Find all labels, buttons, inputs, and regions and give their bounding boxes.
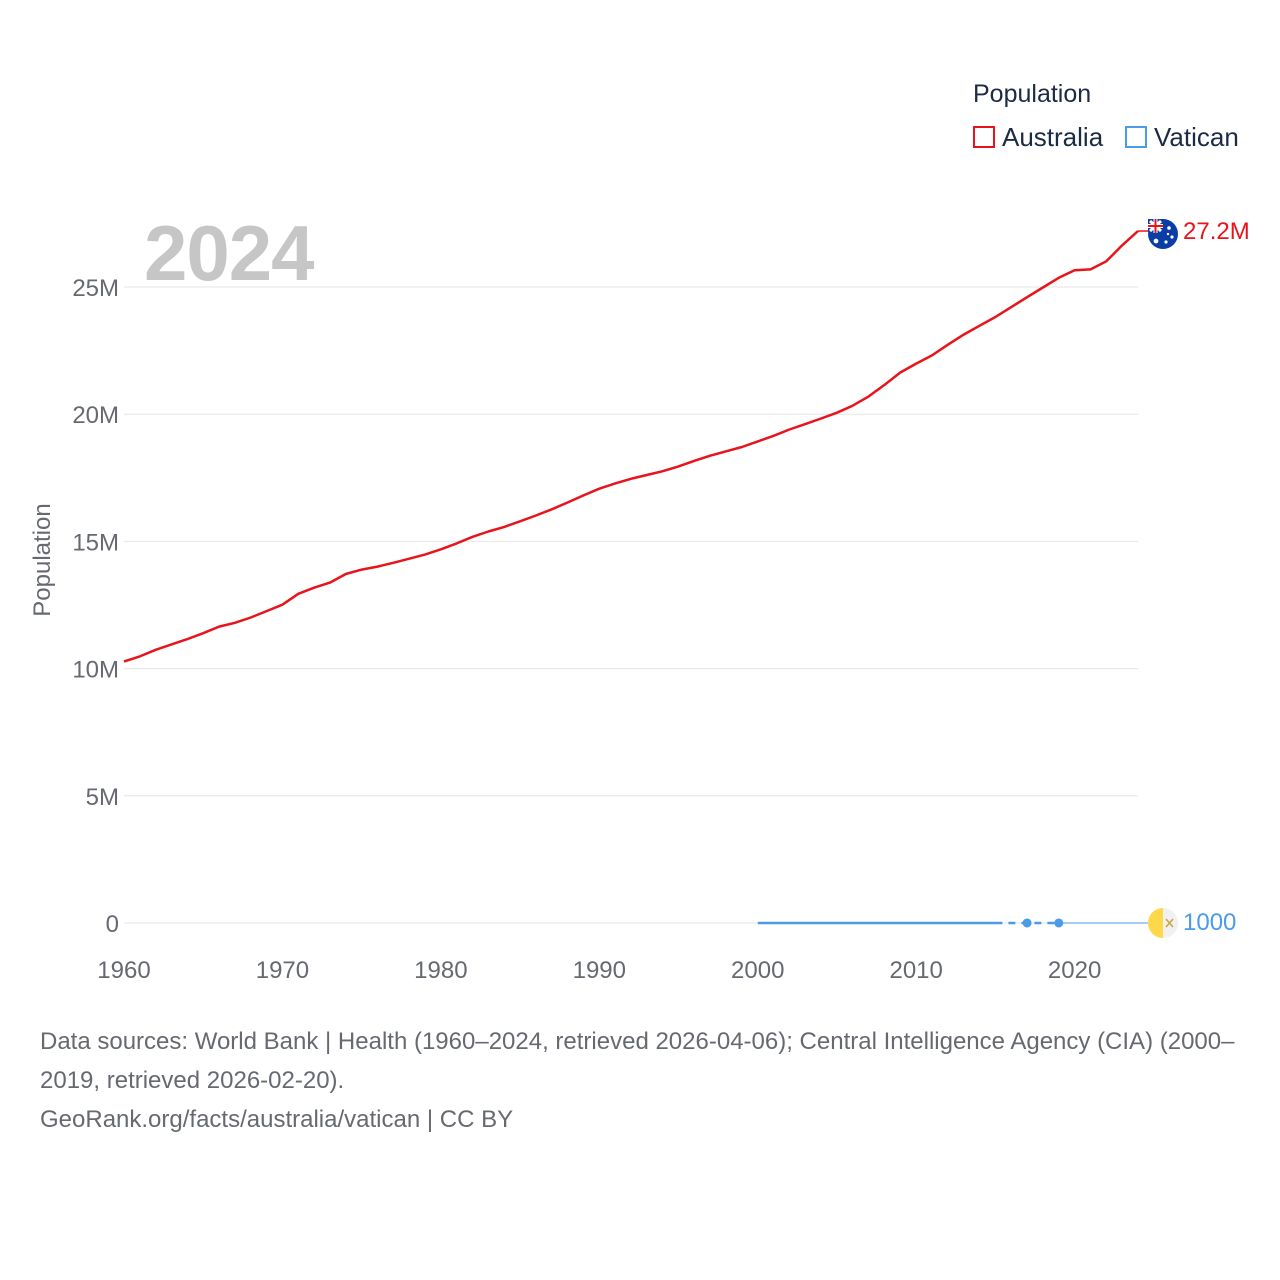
data-sources-text: Data sources: World Bank | Health (1960–… <box>40 1028 1235 1094</box>
x-tick-label: 2020 <box>1048 957 1101 984</box>
x-tick-label: 2010 <box>889 957 942 984</box>
x-tick-labels: 1960 1970 1980 1990 2000 2010 2020 <box>97 957 1101 984</box>
y-tick-label: 25M <box>72 275 119 302</box>
australia-flag-icon <box>1148 219 1178 250</box>
footer: Data sources: World Bank | Health (1960–… <box>40 1022 1255 1139</box>
flag-keys <box>1165 918 1174 928</box>
year-label: 2024 <box>144 209 315 297</box>
source-link[interactable]: GeoRank.org/facts/australia/vatican | CC… <box>40 1106 514 1133</box>
legend-item-vatican[interactable]: Vatican <box>1125 122 1239 152</box>
end-markers: 27.2M 1000 <box>1148 218 1250 938</box>
legend-label-vatican: Vatican <box>1154 121 1239 152</box>
series-lines <box>123 230 1148 928</box>
x-tick-label: 1970 <box>256 957 309 984</box>
legend-label-australia: Australia <box>1002 121 1104 152</box>
flag-star <box>1166 232 1170 236</box>
flag-star <box>1170 235 1174 239</box>
y-tick-label: 10M <box>72 657 119 684</box>
y-tick-label: 15M <box>72 529 119 556</box>
vatican-end-label: 1000 <box>1183 909 1236 936</box>
y-tick-labels: 0 5M 10M 15M 20M 25M <box>72 275 119 938</box>
x-tick-label: 1980 <box>414 957 467 984</box>
grid-lines <box>124 286 1138 924</box>
legend-swatch-vatican <box>1125 126 1147 148</box>
flag-cross-red <box>1148 219 1163 234</box>
vatican-point <box>1054 918 1064 928</box>
x-tick-label: 1960 <box>97 957 150 984</box>
y-tick-label: 0 <box>106 911 119 938</box>
flag-yellow-half <box>1148 907 1163 938</box>
australia-end-label: 27.2M <box>1183 218 1250 245</box>
vatican-point <box>1022 918 1032 928</box>
flag-star <box>1164 240 1168 244</box>
y-axis-title: Population <box>29 503 56 616</box>
flag-star <box>1153 238 1159 244</box>
legend-item-australia[interactable]: Australia <box>973 122 1103 152</box>
australia-line <box>123 230 1139 663</box>
vatican-flag-icon <box>1148 907 1178 938</box>
legend-title: Population <box>973 80 1092 108</box>
y-tick-label: 5M <box>86 784 119 811</box>
y-tick-label: 20M <box>72 402 119 429</box>
flag-star <box>1167 226 1171 230</box>
x-tick-label: 1990 <box>573 957 626 984</box>
x-tick-label: 2000 <box>731 957 784 984</box>
legend-swatch-australia <box>973 126 995 148</box>
